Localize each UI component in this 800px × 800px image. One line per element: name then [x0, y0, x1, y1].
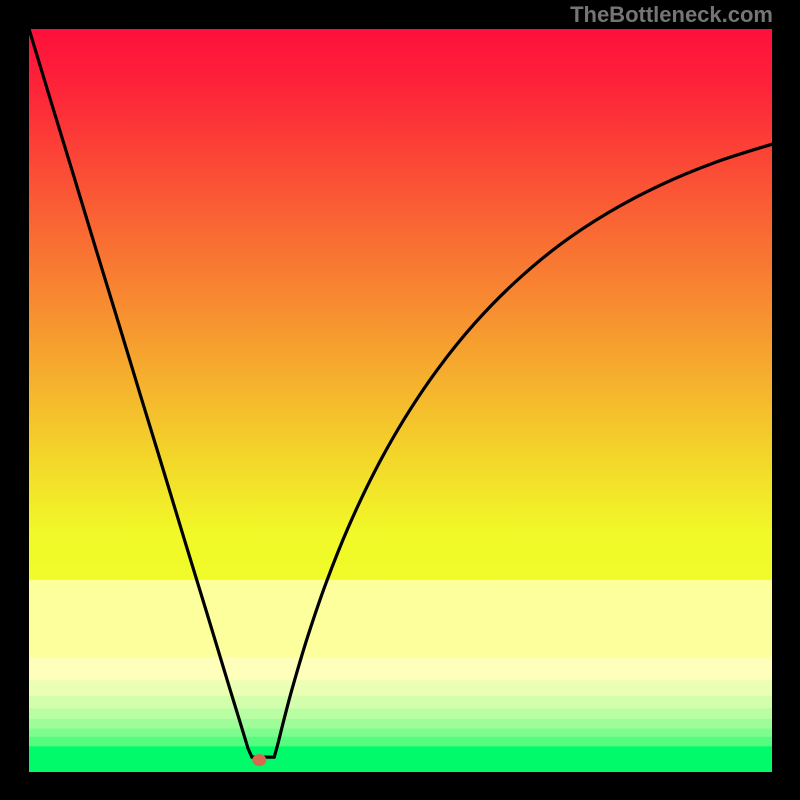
watermark-text: TheBottleneck.com: [570, 2, 773, 28]
bottleneck-chart: [0, 0, 800, 800]
optimum-marker: [252, 754, 266, 766]
